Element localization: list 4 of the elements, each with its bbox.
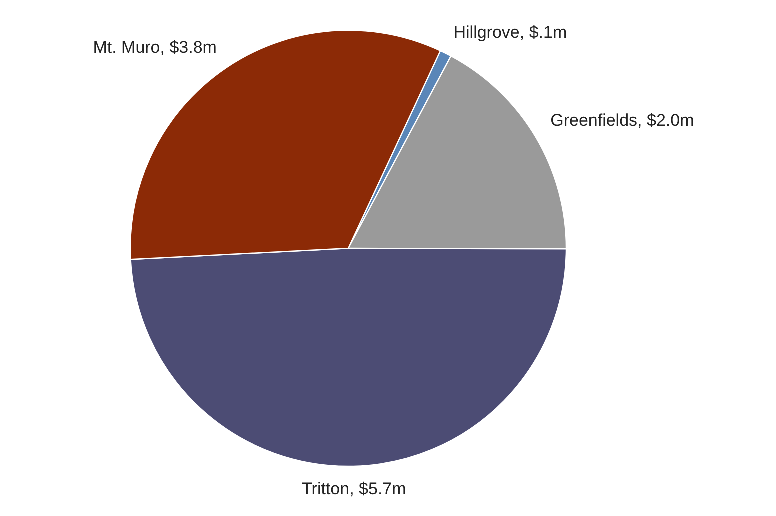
slice-label: Mt. Muro, $3.8m [93,38,217,57]
slice-label: Tritton, $5.7m [302,480,406,499]
slice-label: Hillgrove, $.1m [454,22,568,42]
slice-label: Greenfields, $2.0m [550,110,694,130]
